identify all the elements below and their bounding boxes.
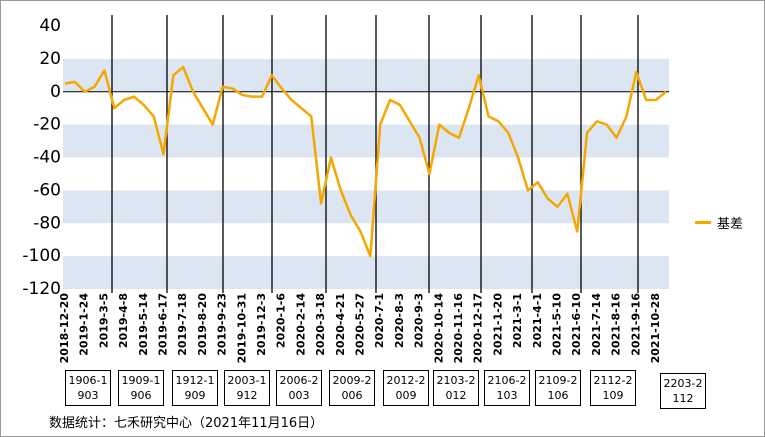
roll-label: 1912-1909 xyxy=(172,370,218,406)
x-tick-label: 2020-4-21 xyxy=(334,293,347,356)
legend-label: 基差 xyxy=(717,217,744,232)
grid-band xyxy=(63,124,669,158)
x-tick-label: 2019-8-20 xyxy=(196,293,209,356)
x-tick-label: 2021-10-28 xyxy=(649,293,662,363)
y-tick-label: -120 xyxy=(22,279,61,299)
y-tick-label: -40 xyxy=(33,148,61,168)
data-line xyxy=(64,65,667,258)
roll-label: 2203-2112 xyxy=(660,373,706,409)
y-tick-label: 20 xyxy=(39,49,61,69)
y-tick-label: 0 xyxy=(50,82,61,102)
x-tick-label: 2019-4-8 xyxy=(117,293,130,348)
x-tick-label: 2019-1-24 xyxy=(78,293,91,356)
x-tick-label: 2019-12-3 xyxy=(255,293,268,356)
x-tick-label: 2020-8-3 xyxy=(393,293,406,348)
legend-swatch xyxy=(695,221,711,224)
legend: 基差 xyxy=(695,213,743,232)
y-tick-label: -60 xyxy=(33,180,61,200)
x-tick-label: 2019-10-31 xyxy=(235,293,248,363)
x-tick-label: 2021-6-10 xyxy=(570,293,583,356)
y-tick-label: 40 xyxy=(39,16,61,36)
roll-label: 2012-2009 xyxy=(383,370,429,406)
roll-label: 2003-1912 xyxy=(224,370,270,406)
x-tick-label: 2021-1-20 xyxy=(491,293,504,356)
x-tick-label: 2020-7-1 xyxy=(373,293,386,348)
x-tick-label: 2020-11-16 xyxy=(452,293,465,364)
y-tick-label: -100 xyxy=(22,246,61,266)
x-tick-label: 2021-7-14 xyxy=(590,293,603,356)
x-tick-label: 2020-2-14 xyxy=(294,293,307,356)
grid-band xyxy=(63,58,669,92)
roll-label: 2112-2109 xyxy=(590,370,636,406)
roll-label: 2009-2006 xyxy=(329,370,375,406)
x-tick-label: 2021-8-16 xyxy=(610,293,623,356)
x-tick-label: 2020-9-3 xyxy=(413,293,426,348)
roll-label: 2006-2003 xyxy=(276,370,322,406)
x-tick-label: 2019-6-17 xyxy=(157,293,170,356)
x-tick-label: 2020-12-17 xyxy=(472,293,485,363)
x-tick-label: 2020-1-6 xyxy=(275,293,288,348)
roll-label: 1906-1903 xyxy=(65,370,111,406)
x-tick-label: 2021-9-16 xyxy=(629,293,642,356)
x-tick-label: 2019-9-23 xyxy=(216,293,229,356)
roll-label: 2103-2012 xyxy=(433,370,479,406)
x-tick-label: 2020-3-18 xyxy=(314,293,327,356)
x-tick-label: 2020-5-27 xyxy=(354,293,367,356)
x-tick-label: 2019-7-18 xyxy=(176,293,189,356)
x-tick-label: 2020-10-14 xyxy=(432,293,445,364)
y-tick-label: -80 xyxy=(33,213,61,233)
y-tick-label: -20 xyxy=(33,115,61,135)
x-tick-label: 2019-5-14 xyxy=(137,293,150,356)
x-tick-label: 2021-4-1 xyxy=(531,293,544,348)
roll-label: 2109-2106 xyxy=(535,370,581,406)
x-tick-label: 2021-3-1 xyxy=(511,293,524,348)
roll-label: 1909-1906 xyxy=(118,370,164,406)
x-tick-label: 2019-3-5 xyxy=(97,293,110,348)
roll-label: 2106-2103 xyxy=(484,370,530,406)
source-note: 数据统计：七禾研究中心（2021年11月16日） xyxy=(49,416,324,431)
grid-band xyxy=(63,256,669,289)
x-tick-label: 2018-12-20 xyxy=(58,293,71,364)
x-tick-label: 2021-5-10 xyxy=(551,293,564,356)
